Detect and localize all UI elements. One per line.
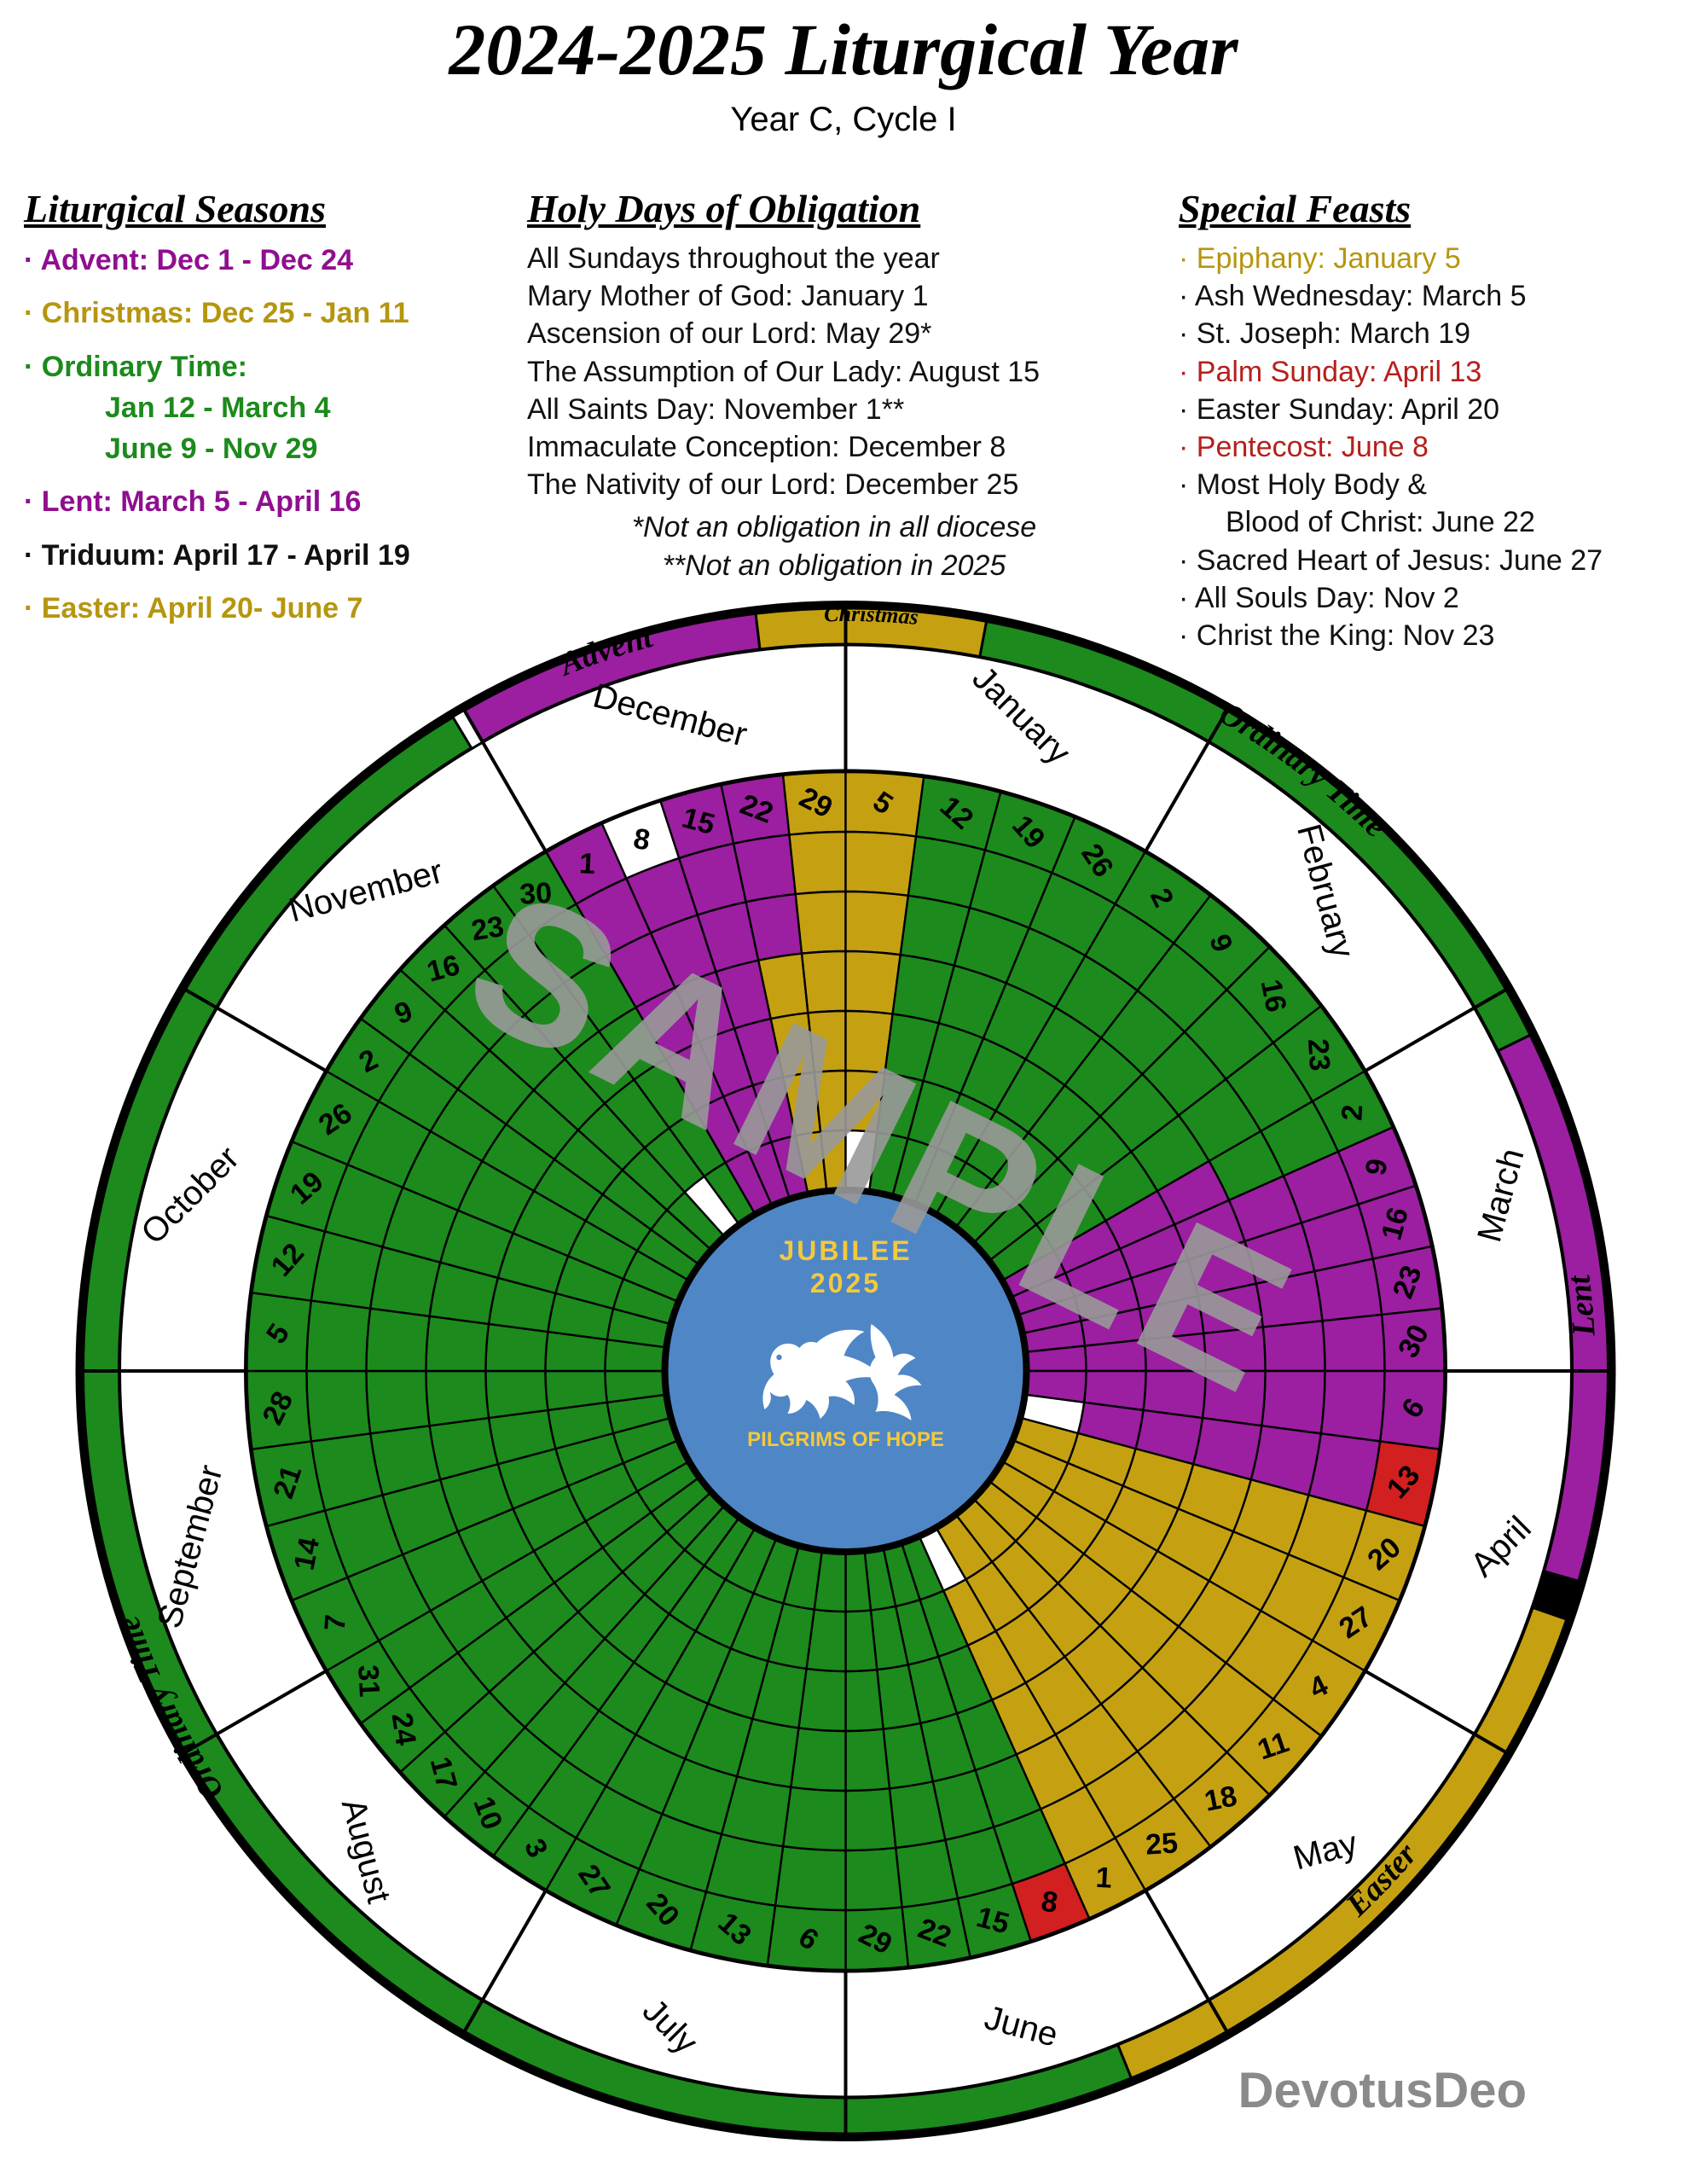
svg-text:SAMPLE: SAMPLE [438,848,1331,1438]
svg-text:DevotusDeo: DevotusDeo [1238,2063,1527,2118]
